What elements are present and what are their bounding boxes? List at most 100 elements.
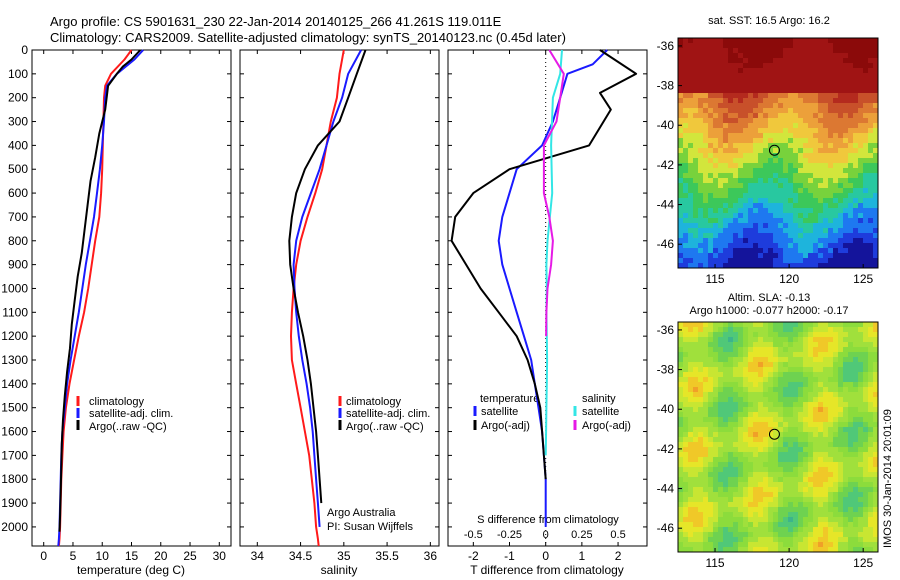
map-cell — [693, 223, 698, 228]
map-cell — [788, 397, 793, 402]
map-cell — [748, 123, 753, 128]
map-cell — [843, 83, 848, 88]
map-cell — [808, 337, 813, 342]
map-cell — [838, 58, 843, 63]
map-cell — [848, 193, 853, 198]
map-cell — [708, 347, 713, 352]
map-cell — [778, 108, 783, 113]
map-cell — [683, 482, 688, 487]
map-cell — [813, 497, 818, 502]
map-cell — [748, 233, 753, 238]
map-cell — [788, 178, 793, 183]
map-cell — [723, 342, 728, 347]
map-cell — [678, 532, 683, 537]
map-cell — [768, 93, 773, 98]
map-cell — [808, 243, 813, 248]
map-cell — [693, 263, 698, 268]
map-cell — [868, 113, 873, 118]
map-cell — [733, 372, 738, 377]
map-cell — [838, 512, 843, 517]
map-cell — [698, 248, 703, 253]
map-cell — [778, 128, 783, 133]
map-cell — [848, 138, 853, 143]
map-cell — [793, 337, 798, 342]
map-cell — [718, 547, 723, 552]
map-cell — [813, 402, 818, 407]
map-cell — [698, 327, 703, 332]
map-cell — [798, 203, 803, 208]
map-cell — [703, 492, 708, 497]
map-cell — [753, 108, 758, 113]
map-cell — [863, 113, 868, 118]
map-cell — [723, 517, 728, 522]
map-cell — [788, 497, 793, 502]
map-cell — [823, 158, 828, 163]
map-cell — [708, 397, 713, 402]
map-cell — [778, 357, 783, 362]
map-cell — [718, 203, 723, 208]
map-cell — [778, 507, 783, 512]
map-cell — [868, 352, 873, 357]
map-cell — [773, 258, 778, 263]
map-cell — [753, 447, 758, 452]
map-cell — [858, 452, 863, 457]
map-cell — [758, 198, 763, 203]
map-cell — [803, 258, 808, 263]
map-cell — [773, 188, 778, 193]
map-cell — [788, 163, 793, 168]
map-cell — [778, 88, 783, 93]
map-cell — [683, 547, 688, 552]
map-cell — [733, 512, 738, 517]
map-cell — [678, 457, 683, 462]
map-cell — [793, 497, 798, 502]
map-cell — [713, 68, 718, 73]
map-cell — [803, 507, 808, 512]
map-cell — [818, 437, 823, 442]
map-cell — [698, 522, 703, 527]
map-cell — [853, 497, 858, 502]
map-cell — [868, 223, 873, 228]
map-cell — [768, 108, 773, 113]
map-cell — [748, 58, 753, 63]
map-cell — [768, 432, 773, 437]
map-cell — [773, 193, 778, 198]
map-cell — [833, 143, 838, 148]
map-cell — [723, 362, 728, 367]
map-cell — [728, 203, 733, 208]
map-cell — [693, 512, 698, 517]
map-cell — [793, 347, 798, 352]
map-cell — [733, 402, 738, 407]
map-cell — [698, 452, 703, 457]
map-cell — [693, 253, 698, 258]
map-cell — [713, 542, 718, 547]
map-cell — [848, 377, 853, 382]
map-cell — [763, 497, 768, 502]
map-cell — [873, 43, 878, 48]
map-cell — [688, 462, 693, 467]
map-cell — [818, 173, 823, 178]
map-cell — [748, 38, 753, 43]
map-cell — [833, 48, 838, 53]
map-cell — [838, 243, 843, 248]
map-cell — [793, 377, 798, 382]
map-cell — [743, 138, 748, 143]
map-cell — [733, 208, 738, 213]
map-cell — [813, 512, 818, 517]
map-cell — [838, 532, 843, 537]
map-cell — [793, 193, 798, 198]
map-cell — [848, 492, 853, 497]
map-cell — [773, 547, 778, 552]
map-cell — [838, 437, 843, 442]
map-cell — [708, 437, 713, 442]
map-cell — [748, 422, 753, 427]
map-cell — [828, 258, 833, 263]
map-cell — [778, 103, 783, 108]
map-cell — [763, 53, 768, 58]
map-cell — [838, 163, 843, 168]
map-cell — [808, 402, 813, 407]
map-cell — [678, 38, 683, 43]
map-cell — [858, 128, 863, 133]
map-cell — [778, 158, 783, 163]
map-cell — [838, 412, 843, 417]
map-cell — [758, 342, 763, 347]
